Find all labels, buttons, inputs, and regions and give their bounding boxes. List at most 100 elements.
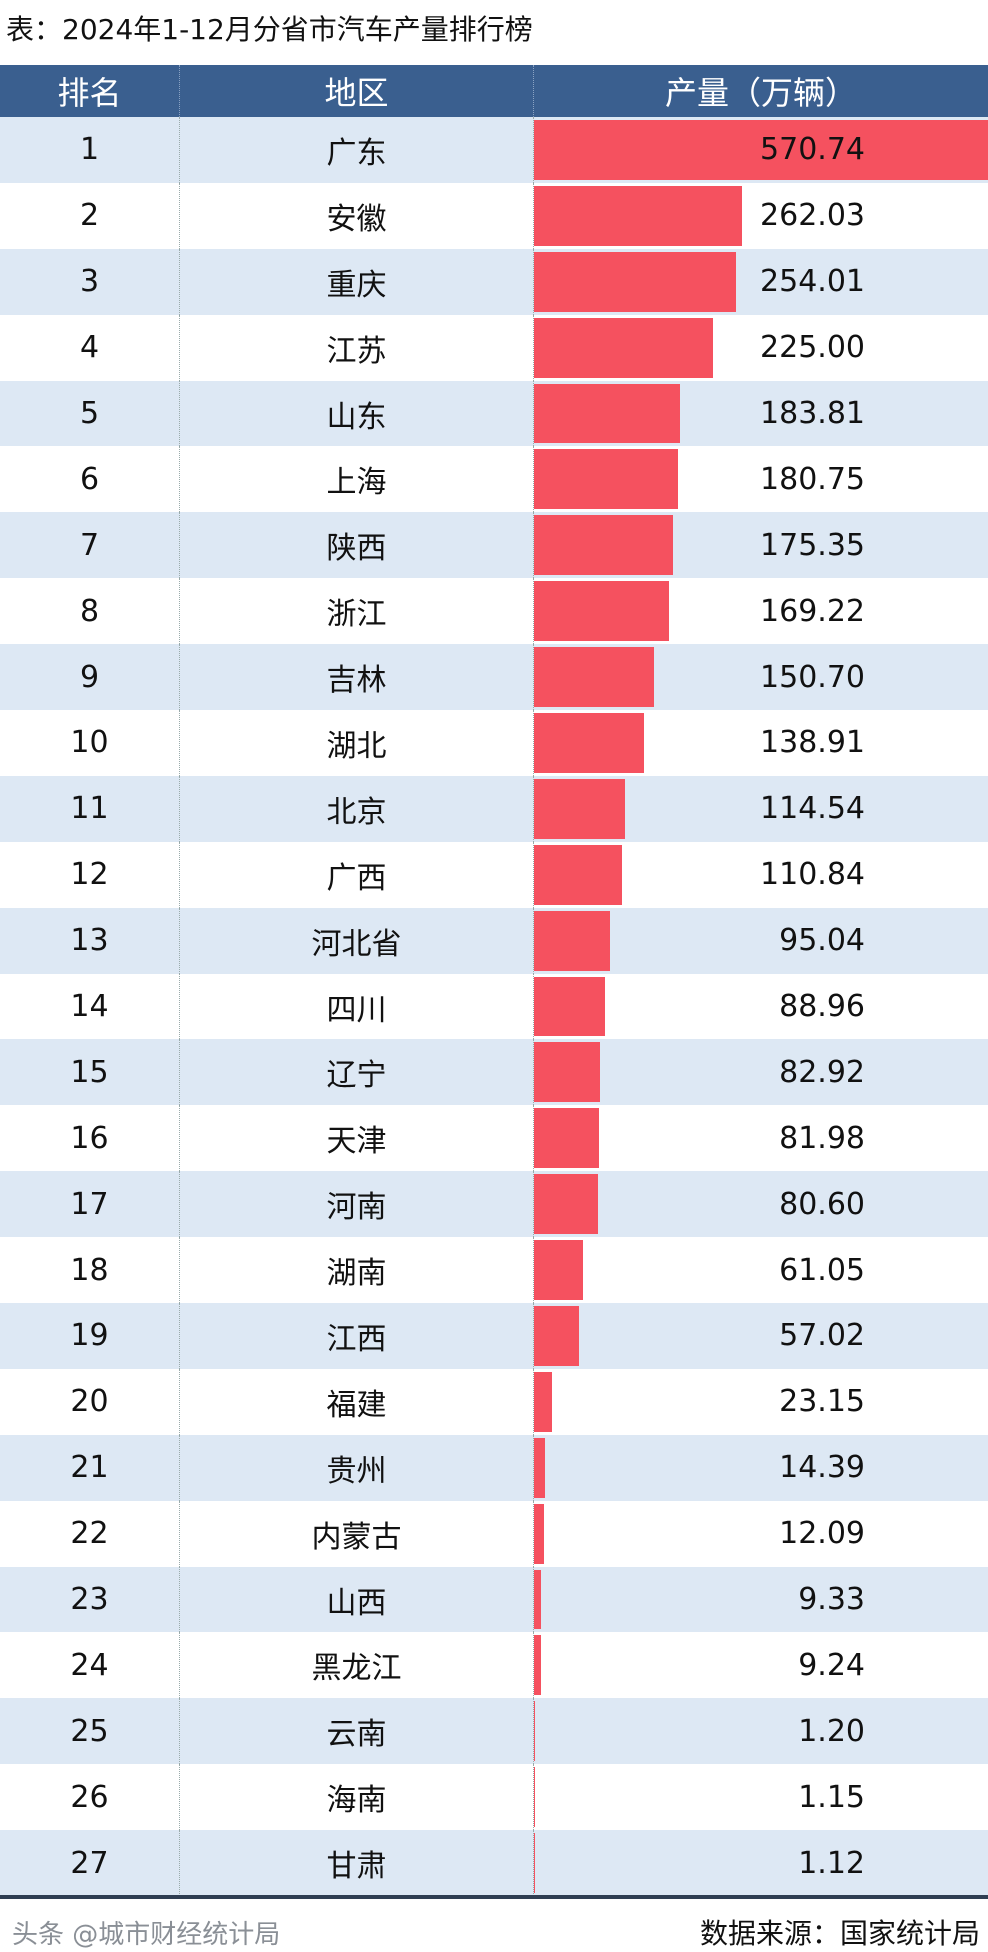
rank-cell: 9	[0, 644, 180, 711]
output-bar	[534, 1569, 542, 1630]
table-row: 1 广东 570.74	[0, 117, 988, 183]
table-title: 表：2024年1-12月分省市汽车产量排行榜	[6, 13, 533, 46]
output-value: 1.20	[798, 1713, 865, 1749]
region-cell: 湖北	[180, 710, 534, 776]
table-row: 7 陕西 175.35	[0, 512, 988, 579]
output-value: 150.70	[760, 659, 865, 695]
table-row: 24 黑龙江 9.24	[0, 1632, 988, 1699]
table-row: 15 辽宁 82.92	[0, 1039, 988, 1106]
output-cell: 23.15	[534, 1369, 988, 1435]
output-bar	[534, 1767, 535, 1828]
region-cell: 福建	[180, 1368, 534, 1435]
output-cell: 150.70	[534, 644, 988, 710]
region-cell: 上海	[180, 446, 534, 513]
table-row: 17 河南 80.60	[0, 1171, 988, 1238]
region-cell: 内蒙古	[180, 1500, 534, 1567]
region-cell: 江西	[180, 1303, 534, 1369]
output-bar	[534, 383, 681, 444]
output-bar	[534, 1371, 553, 1432]
output-cell: 1.20	[534, 1698, 988, 1764]
output-cell: 262.03	[534, 183, 988, 249]
rank-cell: 20	[0, 1368, 180, 1435]
rank-cell: 4	[0, 314, 180, 381]
table-bottom-rule	[0, 1895, 988, 1899]
rank-cell: 11	[0, 775, 180, 842]
output-bar	[534, 844, 623, 905]
output-bar	[534, 976, 605, 1037]
output-cell: 114.54	[534, 776, 988, 842]
region-cell: 贵州	[180, 1434, 534, 1501]
table-row: 20 福建 23.15	[0, 1368, 988, 1435]
output-cell: 9.33	[534, 1567, 988, 1633]
region-cell: 河北省	[180, 907, 534, 974]
header-rank: 排名	[0, 65, 180, 117]
table-row: 25 云南 1.20	[0, 1698, 988, 1765]
rank-cell: 1	[0, 117, 180, 183]
table-row: 27 甘肃 1.12	[0, 1830, 988, 1897]
output-bar	[534, 185, 743, 246]
output-bar	[534, 1240, 583, 1301]
rank-cell: 19	[0, 1303, 180, 1369]
table-row: 2 安徽 262.03	[0, 182, 988, 249]
table-row: 10 湖北 138.91	[0, 710, 988, 776]
output-bar	[534, 1437, 546, 1498]
output-cell: 169.22	[534, 578, 988, 644]
rank-cell: 16	[0, 1105, 180, 1172]
output-cell: 81.98	[534, 1105, 988, 1171]
table-row: 13 河北省 95.04	[0, 907, 988, 974]
table-row: 3 重庆 254.01	[0, 248, 988, 315]
region-cell: 广西	[180, 841, 534, 908]
output-cell: 61.05	[534, 1237, 988, 1303]
region-cell: 安徽	[180, 182, 534, 249]
table-row: 21 贵州 14.39	[0, 1434, 988, 1501]
output-bar	[534, 1108, 600, 1169]
rank-cell: 13	[0, 907, 180, 974]
rank-cell: 10	[0, 710, 180, 776]
table-row: 22 内蒙古 12.09	[0, 1500, 988, 1567]
output-bar	[534, 713, 645, 773]
table-row: 11 北京 114.54	[0, 775, 988, 842]
region-cell: 黑龙江	[180, 1632, 534, 1699]
output-cell: 180.75	[534, 446, 988, 512]
output-value: 95.04	[779, 923, 865, 959]
output-cell: 80.60	[534, 1171, 988, 1237]
output-value: 254.01	[760, 264, 865, 300]
rank-cell: 7	[0, 512, 180, 579]
output-value: 570.74	[760, 132, 865, 168]
output-value: 82.92	[779, 1054, 865, 1090]
region-cell: 云南	[180, 1698, 534, 1765]
ranking-table: 排名 地区 产量（万辆） 1 广东 570.74 2 安徽 262.03 3 重庆 254.01…	[0, 65, 988, 1897]
output-cell: 570.74	[534, 117, 988, 183]
output-cell: 138.91	[534, 710, 988, 776]
table-row: 16 天津 81.98	[0, 1105, 988, 1172]
output-cell: 110.84	[534, 842, 988, 908]
output-bar	[534, 1503, 544, 1564]
table-row: 23 山西 9.33	[0, 1566, 988, 1633]
output-value: 225.00	[760, 330, 865, 366]
output-bar	[534, 1042, 600, 1103]
rank-cell: 25	[0, 1698, 180, 1765]
region-cell: 重庆	[180, 248, 534, 315]
output-cell: 254.01	[534, 249, 988, 315]
output-value: 114.54	[760, 791, 865, 827]
output-bar	[534, 778, 626, 839]
rank-cell: 18	[0, 1237, 180, 1304]
output-bar	[534, 910, 610, 971]
region-cell: 江苏	[180, 314, 534, 381]
table-header: 排名 地区 产量（万辆）	[0, 65, 988, 117]
rank-cell: 26	[0, 1764, 180, 1831]
region-cell: 山西	[180, 1566, 534, 1633]
rank-cell: 27	[0, 1830, 180, 1897]
output-cell: 95.04	[534, 908, 988, 974]
watermark: 头条 @城市财经统计局	[12, 1920, 281, 1950]
table-row: 18 湖南 61.05	[0, 1237, 988, 1304]
region-cell: 陕西	[180, 512, 534, 579]
table-row: 19 江西 57.02	[0, 1303, 988, 1369]
rank-cell: 15	[0, 1039, 180, 1106]
output-cell: 14.39	[534, 1435, 988, 1501]
output-value: 1.12	[798, 1845, 865, 1881]
output-value: 183.81	[760, 396, 865, 431]
region-cell: 四川	[180, 973, 534, 1040]
region-cell: 辽宁	[180, 1039, 534, 1106]
output-bar	[534, 1635, 542, 1696]
